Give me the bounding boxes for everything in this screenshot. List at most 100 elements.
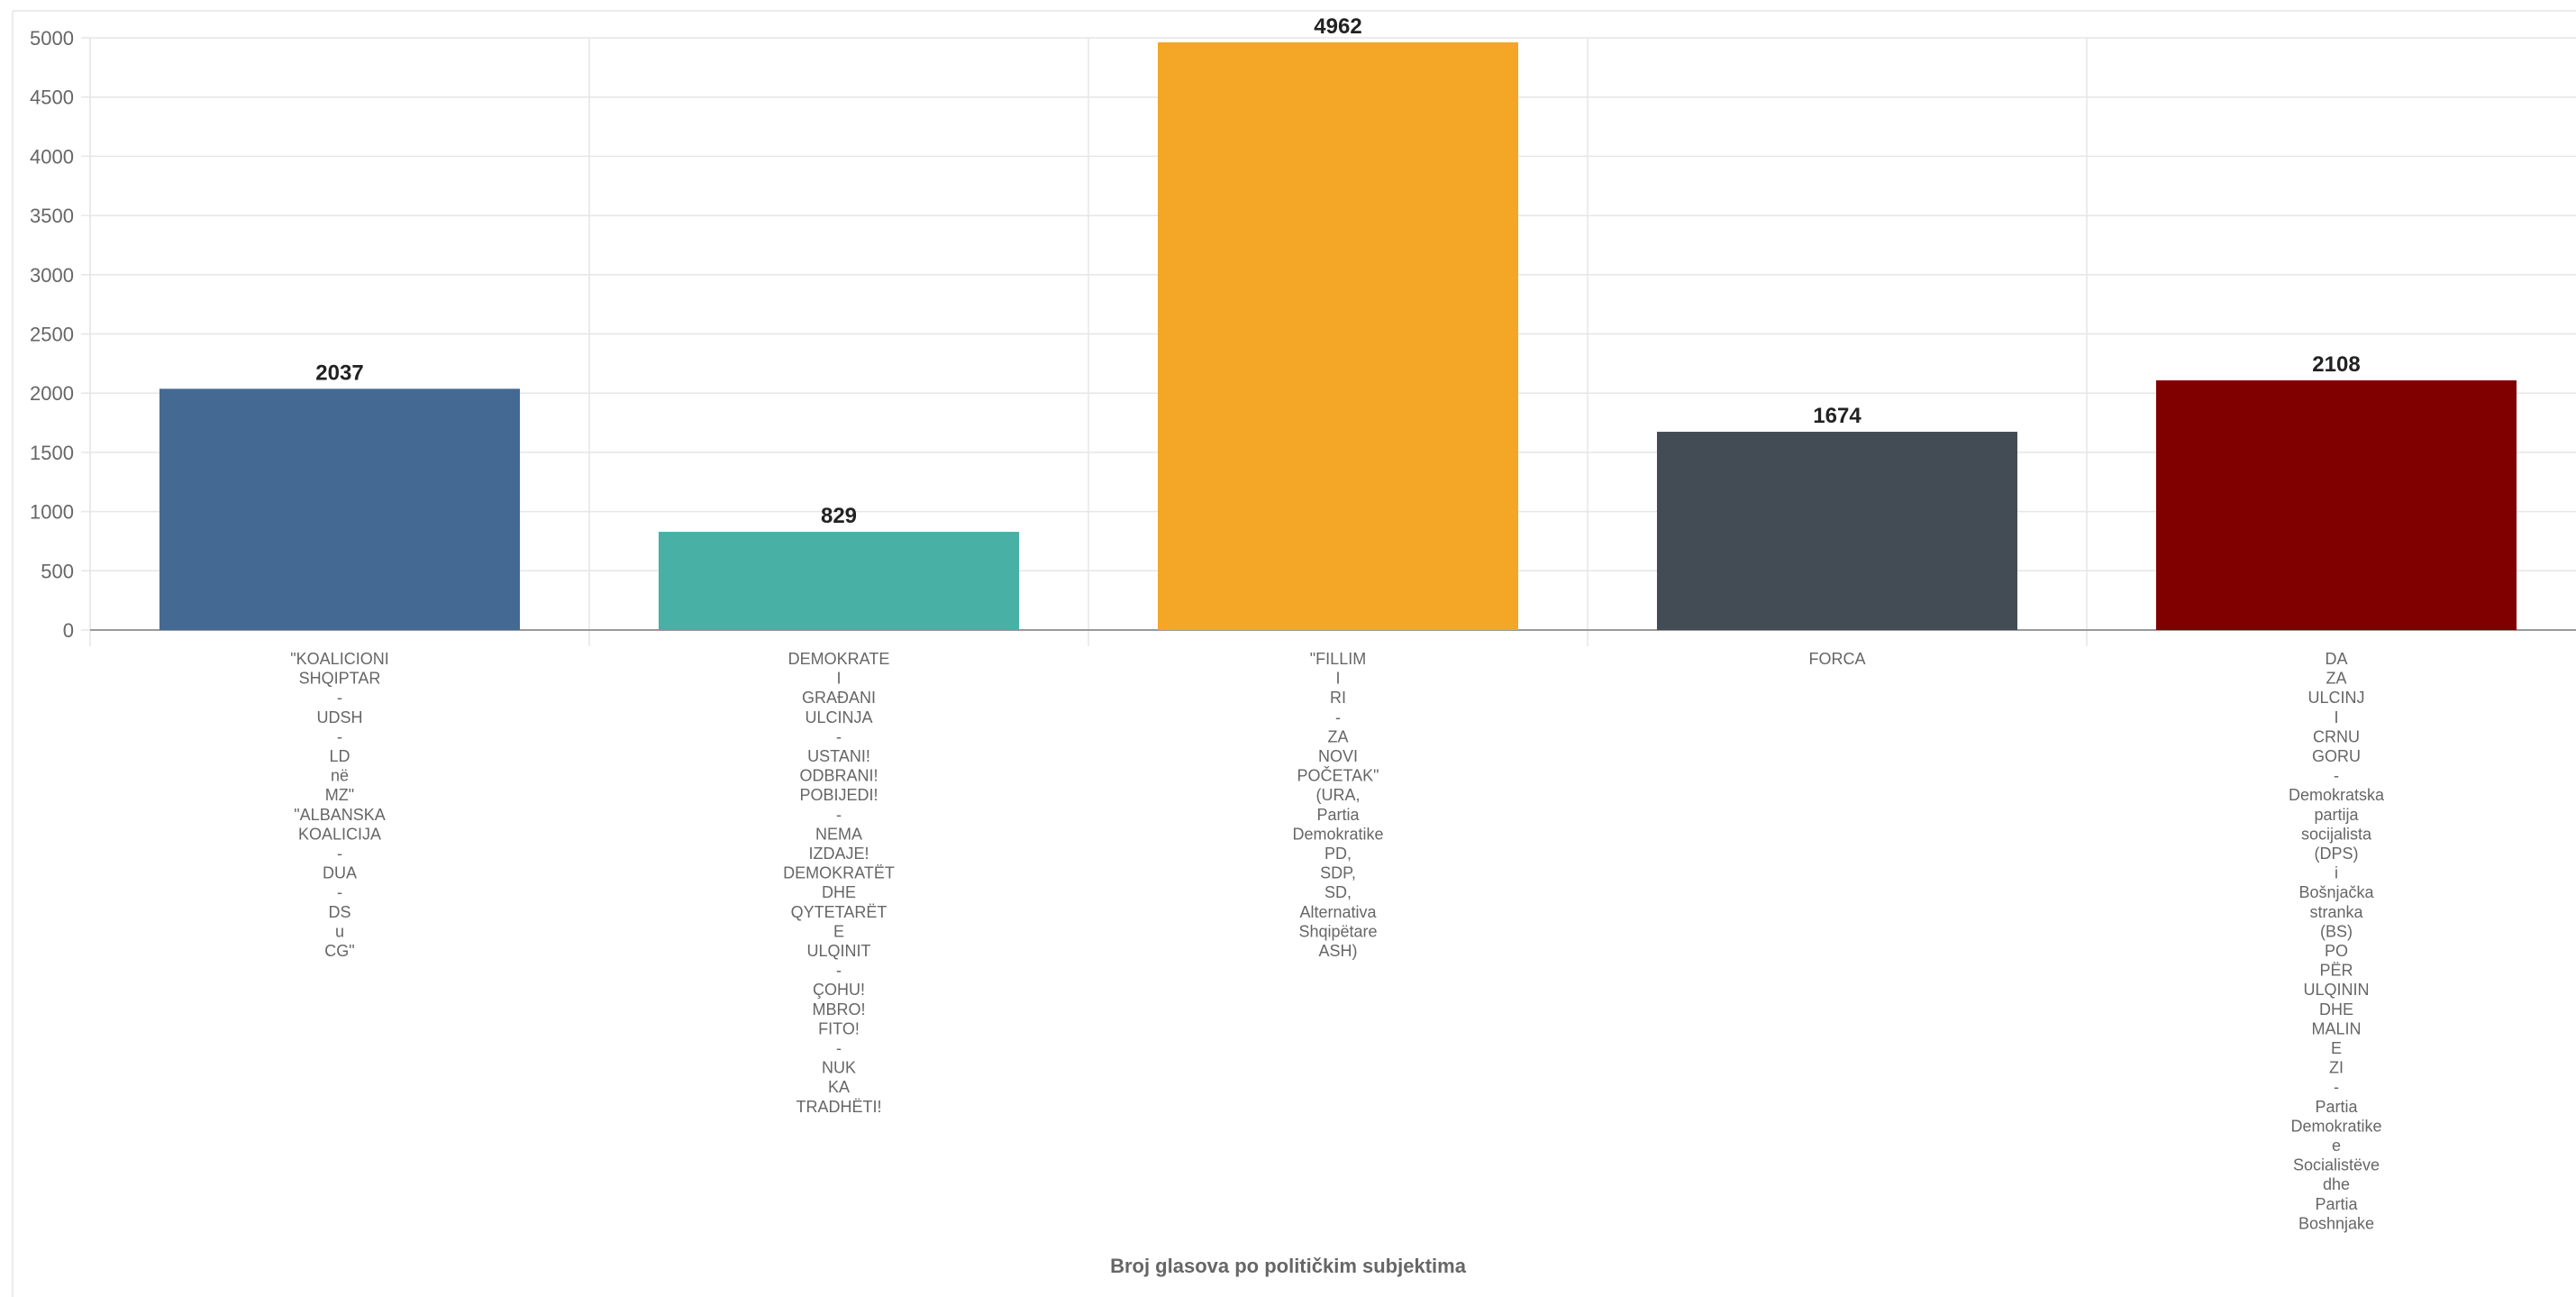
x-tick-label-line: u	[335, 922, 344, 940]
x-tick-label-line: -	[337, 883, 342, 901]
x-tick-label-line: DHE	[2319, 1000, 2353, 1018]
x-tick-label-line: MZ"	[325, 786, 354, 804]
x-tick-label-line: (DPS)	[2315, 845, 2359, 863]
x-tick-label-line: ASH)	[1318, 942, 1357, 960]
x-tick-label: FORCA	[1809, 650, 1866, 668]
x-tick-label-line: KOALICIJA	[298, 825, 381, 843]
x-tick-label-line: Boshnjake	[2298, 1214, 2374, 1232]
x-tick-label-line: E	[2331, 1039, 2342, 1057]
x-tick-label-line: ÇOHU!	[813, 981, 865, 999]
x-tick-label-line: ZA	[2326, 670, 2346, 688]
x-tick-label-line: I	[836, 670, 841, 688]
x-tick-label-line: SHQIPTAR	[299, 670, 381, 688]
x-tick-label-line: NOVI	[1318, 747, 1358, 765]
x-tick-label-line: -	[2334, 1078, 2339, 1096]
y-tick-label: 4500	[30, 87, 74, 109]
x-tick-label-line: "FILLIM	[1310, 650, 1366, 668]
x-tick-label-line: socijalista	[2301, 825, 2372, 843]
x-tick-label-line: -	[337, 727, 342, 745]
x-tick-label-line: -	[836, 727, 842, 745]
x-tick-label-line: I	[2334, 708, 2338, 726]
x-tick-label: DA ZA ULCINJ I CRNU GORU -Demokratska partija so…	[2289, 650, 2385, 1232]
x-tick-label-line: partija	[2314, 806, 2359, 824]
x-tick-label-line: Demokratike	[1292, 825, 1383, 843]
x-tick-label-line: ULQINIT	[806, 942, 870, 960]
x-tick-label-line: Demokratska	[2289, 786, 2385, 804]
x-tick-label-line: POBIJEDI!	[799, 786, 878, 804]
y-tick-label: 2500	[30, 324, 74, 346]
bar	[1657, 432, 2017, 630]
x-tick-label-line: SD,	[1324, 883, 1352, 901]
x-tick-label-line: IZDAJE!	[808, 845, 869, 863]
x-tick-label-line: NEMA	[815, 825, 862, 843]
bar-value-label: 829	[821, 504, 857, 528]
x-tick-label-line: -	[836, 806, 842, 824]
bar	[1158, 41, 1518, 630]
x-tick-label-line: DUA	[323, 864, 357, 882]
x-tick-label-line: ULCINJ	[2307, 689, 2364, 707]
x-tick-label-line: MBRO!	[812, 1000, 865, 1018]
x-tick-label-line: dhe	[2323, 1175, 2350, 1193]
x-tick-label-line: Alternativa	[1299, 903, 1377, 921]
x-tick-label-line: -	[2334, 767, 2339, 785]
bar	[159, 388, 520, 630]
y-tick-label: 3500	[30, 205, 74, 227]
x-tick-label-line: -	[337, 689, 342, 707]
x-tick-label-line: GORU	[2312, 747, 2361, 765]
x-tick-label-line: -	[836, 1039, 842, 1057]
x-tick-label-line: ODBRANI!	[799, 767, 878, 785]
x-tick-label-line: e	[2332, 1137, 2341, 1155]
x-tick-label-line: Demokratike	[2290, 1117, 2381, 1135]
x-tick-label-line: -	[1335, 708, 1341, 726]
x-tick-label-line: në	[331, 767, 349, 785]
x-tick-label-line: FORCA	[1809, 650, 1866, 668]
bar-value-label: 2108	[2312, 352, 2360, 377]
bar-value-label: 4962	[1314, 14, 1361, 39]
x-tick-label-line: -	[836, 962, 842, 980]
x-tick-label-line: DEMOKRATE	[788, 650, 890, 668]
y-tick-label: 1500	[30, 442, 74, 464]
x-tick-label-line: "ALBANSKA	[294, 806, 385, 824]
x-tick-label-line: (BS)	[2320, 922, 2353, 940]
x-tick-label-line: Partia	[1316, 806, 1360, 824]
x-tick-label-line: USTANI!	[807, 747, 870, 765]
y-tick-label: 500	[41, 560, 74, 582]
x-tick-label-line: Bošnjačka	[2298, 883, 2374, 901]
x-tick-label-line: ZA	[1327, 727, 1348, 745]
x-tick-label-line: -	[337, 845, 342, 863]
x-tick-label-line: DHE	[822, 883, 856, 901]
x-tick-label: "FILLIM I RI -ZA NOVI POČETAK" (URA, Partia Demo…	[1292, 650, 1383, 960]
x-tick-label-line: DA	[2325, 650, 2347, 668]
x-tick-label-line: UDSH	[316, 708, 362, 726]
x-tick-label-line: Shqipëtare	[1298, 922, 1377, 940]
x-tick-label-line: DS	[328, 903, 350, 921]
x-tick-label: DEMOKRATE I GRAĐANI ULCINJA -USTANI! ODBRANI!…	[783, 650, 895, 1116]
x-tick-label-line: PO	[2325, 942, 2348, 960]
x-tick-label-line: ULQININ	[2303, 981, 2369, 999]
bar-value-label: 2037	[315, 361, 363, 385]
x-tick-label-line: ZI	[2329, 1059, 2344, 1077]
y-tick-label: 1000	[30, 501, 74, 524]
x-tick-label-line: QYTETARËT	[791, 903, 887, 921]
x-tick-label-line: FITO!	[818, 1019, 860, 1037]
x-tick-label-line: i	[2335, 864, 2338, 882]
bar-value-label: 1674	[1813, 404, 1861, 428]
x-tick-label-line: MALIN	[2311, 1019, 2361, 1037]
x-tick-label-line: SDP,	[1320, 864, 1356, 882]
x-tick-label-line: TRADHËTI!	[796, 1098, 881, 1116]
bar	[659, 532, 1019, 630]
x-tick-label-line: LD	[329, 747, 350, 765]
bar	[2156, 380, 2517, 630]
x-tick-label-line: ULCINJA	[805, 708, 872, 726]
x-tick-label-line: CG"	[324, 942, 354, 960]
x-tick-label-line: I	[1335, 670, 1340, 688]
x-tick-label-line: RI	[1330, 689, 1346, 707]
y-tick-label: 5000	[30, 27, 74, 50]
x-tick-label-line: NUK	[822, 1059, 856, 1077]
x-tick-label-line: DEMOKRATËT	[783, 864, 895, 882]
y-tick-label: 0	[63, 619, 74, 642]
x-tick-label-line: GRAĐANI	[802, 689, 876, 707]
x-tick-label-line: PËR	[2319, 962, 2353, 980]
